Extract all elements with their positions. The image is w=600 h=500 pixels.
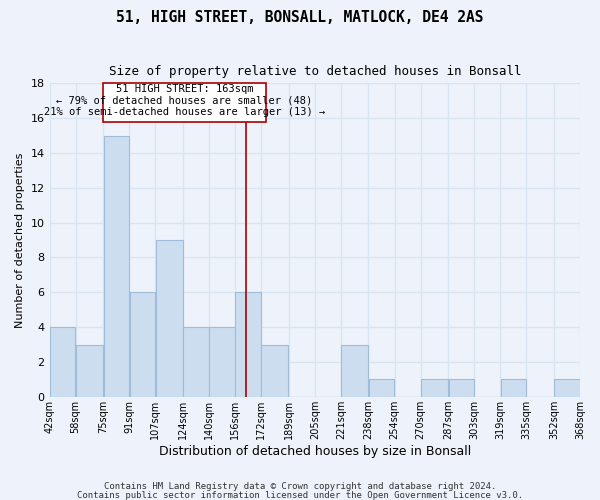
- Bar: [209, 327, 235, 397]
- Text: Contains public sector information licensed under the Open Government Licence v3: Contains public sector information licen…: [77, 490, 523, 500]
- Bar: [156, 240, 182, 397]
- Bar: [130, 292, 155, 397]
- Bar: [554, 380, 580, 397]
- Bar: [369, 380, 394, 397]
- Bar: [50, 327, 75, 397]
- Text: Contains HM Land Registry data © Crown copyright and database right 2024.: Contains HM Land Registry data © Crown c…: [104, 482, 496, 491]
- Text: 51, HIGH STREET, BONSALL, MATLOCK, DE4 2AS: 51, HIGH STREET, BONSALL, MATLOCK, DE4 2…: [116, 10, 484, 25]
- Bar: [500, 380, 526, 397]
- X-axis label: Distribution of detached houses by size in Bonsall: Distribution of detached houses by size …: [158, 444, 471, 458]
- Text: 51 HIGH STREET: 163sqm
← 79% of detached houses are smaller (48)
21% of semi-det: 51 HIGH STREET: 163sqm ← 79% of detached…: [44, 84, 325, 117]
- Bar: [449, 380, 474, 397]
- Bar: [184, 327, 209, 397]
- Bar: [235, 292, 260, 397]
- Bar: [262, 344, 289, 397]
- Bar: [104, 136, 129, 397]
- Y-axis label: Number of detached properties: Number of detached properties: [15, 152, 25, 328]
- FancyBboxPatch shape: [103, 84, 266, 122]
- Title: Size of property relative to detached houses in Bonsall: Size of property relative to detached ho…: [109, 65, 521, 78]
- Bar: [421, 380, 448, 397]
- Bar: [341, 344, 368, 397]
- Bar: [76, 344, 103, 397]
